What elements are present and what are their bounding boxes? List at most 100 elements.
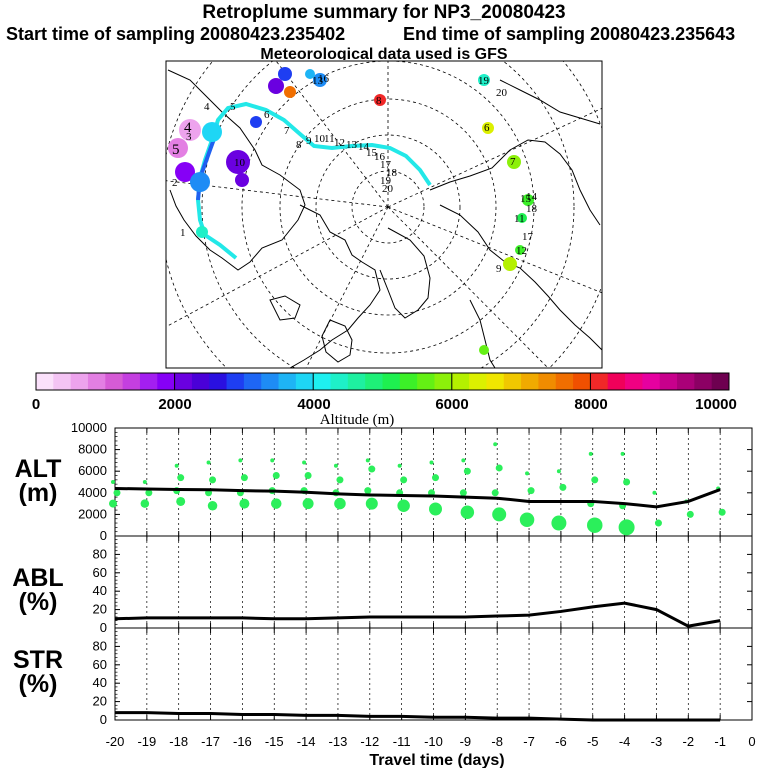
cluster-circle [479, 345, 489, 355]
x-tick-label: -13 [329, 734, 348, 749]
alt-marker [587, 517, 603, 533]
x-tick-label: -3 [651, 734, 663, 749]
cluster-circle [168, 138, 188, 158]
cluster-label: 14 [526, 191, 538, 203]
alt-marker [460, 505, 475, 519]
alt-marker [209, 476, 217, 484]
cluster-circle [374, 94, 386, 106]
cluster-label: 13 [312, 75, 324, 87]
x-tick-label: -17 [201, 734, 220, 749]
alt-marker [176, 496, 186, 506]
trajectory-label: 5 [230, 101, 236, 113]
cluster-label: 12 [516, 245, 527, 257]
x-tick-label: -15 [265, 734, 284, 749]
str-line [115, 711, 721, 722]
colorbar-swatch [555, 373, 574, 390]
cluster-circle [522, 194, 534, 206]
alt-marker [238, 458, 243, 463]
met-data-label: Meteorological data used is GFS [260, 46, 508, 60]
cluster-label: 7 [510, 156, 516, 168]
trajectory-label: 11 [324, 133, 335, 145]
colorbar-swatch [105, 373, 124, 390]
x-tick-label: -19 [137, 734, 156, 749]
alt-marker [333, 463, 338, 468]
y-tick-label: 0 [100, 712, 107, 727]
x-tick-label: -2 [683, 734, 695, 749]
cluster-label: 17 [522, 231, 534, 243]
colorbar-swatch [573, 373, 591, 390]
alt-marker [620, 451, 625, 456]
cluster-circle [503, 257, 517, 271]
colorbar-tick: 0 [32, 396, 40, 413]
map-labels: 4 5 6 7 8 9 10 11 12 13 14 15 16 17 18 1… [172, 73, 538, 275]
x-tick-label: -1 [714, 734, 726, 749]
x-tick-label: -14 [297, 734, 316, 749]
cluster-circle [250, 116, 262, 128]
map-graticule [166, 61, 602, 368]
alt-marker [239, 498, 250, 509]
cluster-label: 19 [478, 75, 490, 87]
colorbar-swatch [677, 373, 695, 390]
alt-marker [270, 458, 275, 463]
alt-marker [652, 490, 657, 495]
x-tick-label: -6 [555, 734, 567, 749]
x-tick-label: -5 [587, 734, 599, 749]
alt-marker [368, 465, 376, 473]
coastline [321, 319, 353, 363]
cluster-circle [190, 172, 210, 192]
coastline [439, 204, 602, 351]
alt-marker [400, 476, 408, 484]
y-tick-label: 10000 [71, 420, 107, 435]
y-tick-label: 0 [100, 620, 107, 635]
colorbar-tick: 2000 [158, 396, 191, 413]
colorbar-swatch [711, 373, 730, 390]
x-tick-label: -12 [360, 734, 379, 749]
colorbar-swatch [347, 373, 366, 390]
cluster-label: 20 [496, 87, 508, 99]
alt-marker [618, 519, 635, 536]
cluster-circle [507, 155, 521, 169]
alt-marker [206, 460, 211, 465]
cluster-label: 1 [180, 227, 186, 239]
abl-line [114, 601, 721, 628]
alt-marker [492, 507, 507, 522]
x-tick-label: -9 [460, 734, 472, 749]
alt-marker [302, 460, 307, 465]
colorbar-swatch [70, 373, 89, 390]
colorbar-swatch [399, 373, 418, 390]
alt-marker [272, 472, 280, 480]
alt-marker [336, 476, 344, 484]
colorbar-tick: 8000 [574, 396, 607, 413]
cluster-circle [235, 173, 249, 187]
colorbar-swatch [469, 373, 487, 390]
trajectory-label: 20 [382, 183, 394, 195]
cluster-circle [478, 74, 490, 86]
latitude-circle [241, 61, 535, 354]
colorbar-swatch [226, 373, 245, 390]
y-tick-label: 40 [93, 583, 107, 598]
abl-unit-label: (%) [19, 588, 58, 616]
alt-marker [588, 451, 593, 456]
colorbar-swatch [295, 373, 314, 390]
colorbar-swatch [503, 373, 522, 390]
alt-marker [140, 499, 150, 508]
y-tick-label: 60 [93, 565, 107, 580]
alt-marker [113, 489, 121, 497]
y-tick-label: 80 [93, 638, 107, 653]
colorbar-swatch [122, 373, 141, 390]
alt-marker [271, 498, 282, 509]
colorbar-swatch [36, 373, 54, 390]
cluster-circle [517, 213, 527, 223]
alt-mean-line [114, 486, 721, 509]
end-time-label: End time of sampling 20080423.235643 [403, 24, 736, 44]
x-tick-label: -16 [233, 734, 252, 749]
trajectory-label: 17 [380, 159, 392, 171]
alt-marker [527, 487, 535, 495]
cluster-label: 5 [172, 142, 180, 158]
colorbar-swatch [694, 373, 713, 390]
colorbar-swatch [139, 373, 158, 390]
meridian-line [166, 180, 389, 208]
cluster-label: 18 [526, 203, 538, 215]
meridian-line [275, 61, 389, 208]
